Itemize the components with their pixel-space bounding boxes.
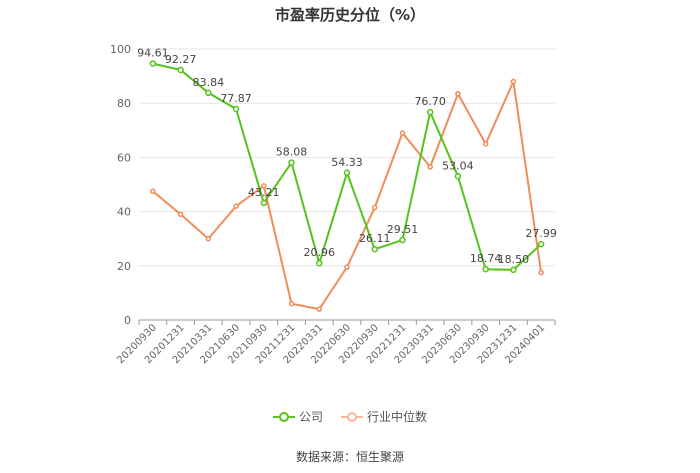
data-label-company: 18.74 — [470, 252, 502, 265]
legend-label-company: 公司 — [298, 410, 323, 424]
data-label-company: 58.08 — [276, 146, 308, 159]
point-company — [232, 105, 240, 113]
y-tick-label: 60 — [117, 151, 131, 164]
data-label-company: 43.21 — [248, 186, 280, 199]
point-industry-median — [538, 269, 544, 276]
point-company — [371, 245, 378, 253]
point-company — [316, 259, 323, 267]
point-industry-median — [288, 300, 295, 307]
y-tick-label: 100 — [110, 43, 131, 56]
point-industry-median — [510, 78, 517, 85]
point-industry-median — [344, 264, 350, 270]
point-industry-median — [177, 211, 184, 218]
point-industry-median — [399, 130, 406, 136]
line-chart: 0204060801002020093020201231202103312021… — [110, 43, 557, 366]
data-label-company: 26.11 — [359, 232, 391, 245]
point-company — [482, 265, 489, 273]
y-tick-label: 80 — [117, 97, 131, 110]
data-label-company: 29.51 — [387, 223, 419, 236]
data-label-company: 83.84 — [193, 76, 225, 89]
data-label-company: 53.04 — [442, 159, 474, 172]
point-company — [426, 108, 434, 116]
chart-title: 市盈率历史分位（%） — [274, 6, 426, 24]
point-company — [343, 169, 351, 177]
point-company — [510, 266, 517, 274]
data-label-company: 20.96 — [304, 246, 336, 259]
data-label-company: 76.70 — [414, 95, 446, 108]
legend-label-industry-median: 行业中位数 — [367, 410, 428, 424]
axes: 0204060801002020093020201231202103312021… — [110, 43, 556, 366]
data-label-company: 54.33 — [331, 156, 363, 169]
legend-item-company[interactable]: 公司 — [272, 408, 323, 425]
point-company — [149, 60, 157, 67]
point-industry-median — [233, 203, 239, 209]
point-industry-median — [482, 141, 489, 147]
point-company — [399, 236, 406, 244]
data-label-company: 27.99 — [525, 227, 557, 240]
point-industry-median — [316, 306, 323, 312]
point-company — [205, 89, 212, 97]
legend-swatch-company — [272, 411, 295, 422]
data-label-company: 77.87 — [220, 92, 252, 105]
point-industry-median — [427, 164, 433, 170]
legend-item-industry-median[interactable]: 行业中位数 — [341, 408, 427, 425]
point-industry-median — [261, 183, 267, 189]
point-company — [260, 199, 268, 207]
point-industry-median — [455, 90, 461, 97]
y-tick-label: 20 — [117, 260, 131, 273]
data-label-company: 92.27 — [165, 53, 197, 66]
point-company — [537, 240, 545, 248]
point-company — [177, 66, 184, 74]
series — [149, 60, 545, 312]
data-label-company: 94.61 — [137, 47, 169, 60]
point-company — [454, 173, 462, 180]
data-label-company: 18.50 — [498, 253, 530, 266]
legend: 公司 行业中位数 — [0, 408, 700, 425]
y-tick-label: 0 — [124, 314, 131, 327]
point-industry-median — [150, 188, 156, 195]
y-tick-label: 40 — [117, 206, 131, 219]
point-industry-median — [205, 235, 212, 242]
source-note: 数据来源：恒生聚源 — [295, 450, 404, 464]
point-industry-median — [371, 204, 378, 211]
series-line-industry-median — [152, 77, 543, 311]
legend-swatch-industry-median — [341, 411, 363, 422]
point-company — [288, 159, 295, 166]
